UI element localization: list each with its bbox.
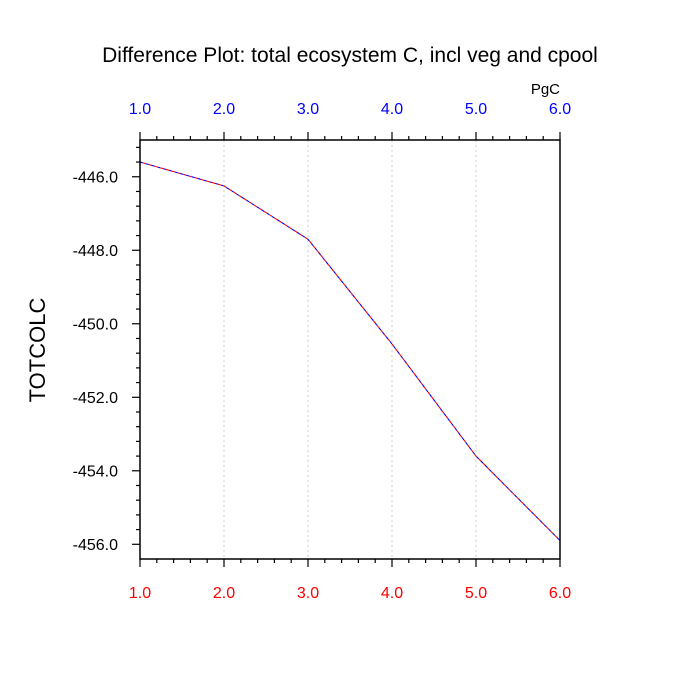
grid-lines [223, 140, 477, 559]
top-x-tick-label: 2.0 [213, 101, 235, 118]
bottom-x-tick-label: 6.0 [549, 585, 571, 602]
y-tick-label: -452.0 [73, 390, 118, 407]
top-x-tick-label: 4.0 [381, 101, 403, 118]
y-tick-label: -454.0 [73, 463, 118, 480]
chart-title: Difference Plot: total ecosystem C, incl… [102, 44, 598, 67]
y-tick-label: -456.0 [73, 537, 118, 554]
y-tick-label: -446.0 [73, 169, 118, 186]
top-x-tick-label: 1.0 [129, 101, 151, 118]
top-x-tick-label: 5.0 [465, 101, 487, 118]
y-tick-label: -448.0 [73, 243, 118, 260]
axis-ticks [132, 132, 561, 567]
series-line-alt [139, 161, 561, 542]
series-lines [139, 161, 561, 542]
top-x-tick-label: 3.0 [297, 101, 319, 118]
bottom-x-tick-label: 5.0 [465, 585, 487, 602]
y-tick-label: -450.0 [73, 316, 118, 333]
bottom-x-tick-label: 3.0 [297, 585, 319, 602]
top-x-tick-label: 6.0 [549, 101, 571, 118]
plot-frame [139, 139, 561, 560]
bottom-x-tick-label: 4.0 [381, 585, 403, 602]
bottom-x-tick-label: 1.0 [129, 585, 151, 602]
units-label: PgC [531, 81, 560, 98]
series-line [139, 161, 561, 542]
tick-labels: 1.0 1.0 2.0 2.0 3.0 3.0 4.0 4.0 5.0 5.0 6.0 6.0 -446… [73, 101, 572, 602]
bottom-x-tick-label: 2.0 [213, 585, 235, 602]
y-axis-label: TOTCOLC [25, 298, 50, 403]
